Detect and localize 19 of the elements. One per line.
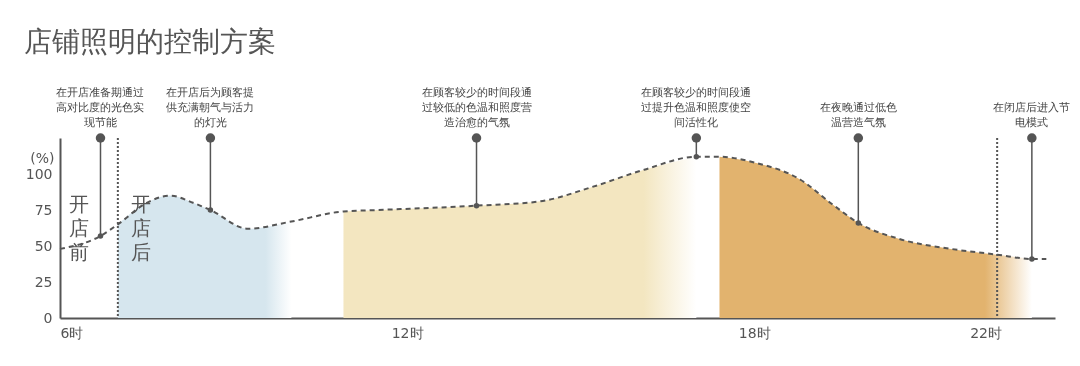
- annotation: 开店后: [130, 192, 151, 264]
- y-axis-title: (%): [30, 149, 55, 166]
- y-tick-label: 50: [34, 237, 53, 254]
- annotation: 开店前: [68, 192, 89, 264]
- x-tick-label: 12时: [391, 324, 424, 341]
- annotation: 在顾客较少的时间段通过较低的色温和照度营造治愈的气氛: [421, 86, 532, 129]
- annotation: 在顾客较少的时间段通过提升色温和照度使空间活性化: [641, 86, 752, 129]
- chart-title: 店铺照明的控制方案: [24, 25, 276, 58]
- annotation: 在开店准备期通过高对比度的光色实现节能: [56, 86, 145, 129]
- annotation: 在闭店后进入节电模式: [993, 101, 1071, 129]
- y-tick-label: 100: [25, 165, 53, 182]
- y-tick-label: 25: [34, 273, 53, 290]
- y-tick-label: 75: [34, 201, 53, 218]
- x-tick-label: 6时: [60, 324, 84, 341]
- x-tick-label: 18时: [738, 324, 771, 341]
- annotation: 在夜晚通过低色温营造气氛: [819, 101, 897, 129]
- annotation: 在开店后为顾客提供充满朝气与活力的灯光: [166, 86, 255, 129]
- x-tick-label: 22时: [970, 324, 1002, 341]
- y-tick-label: 0: [43, 309, 53, 326]
